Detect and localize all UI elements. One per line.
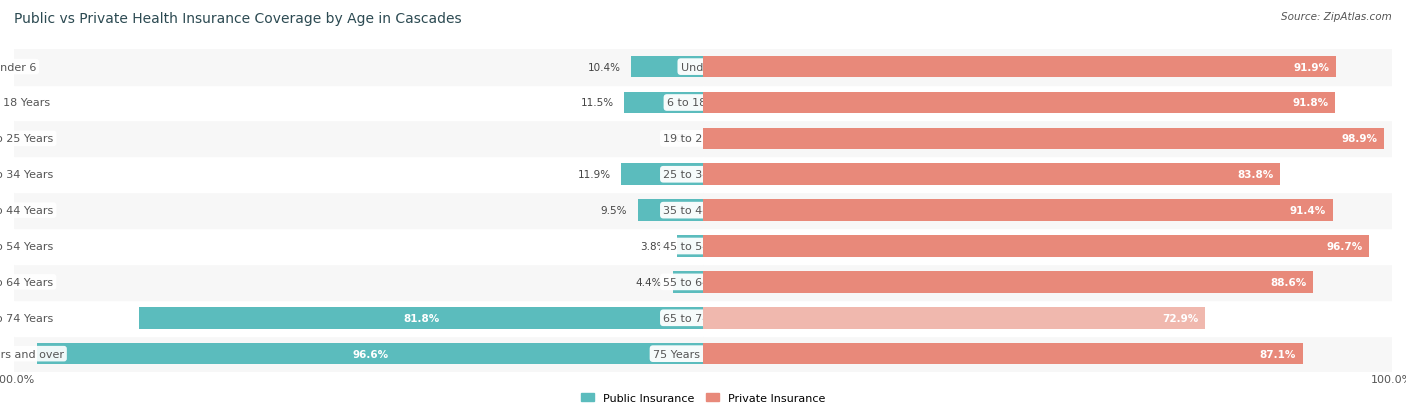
Text: Source: ZipAtlas.com: Source: ZipAtlas.com [1281, 12, 1392, 22]
Bar [621, 164, 703, 185]
Text: 75 Years and over: 75 Years and over [652, 349, 754, 359]
Text: 91.8%: 91.8% [1292, 98, 1329, 108]
Bar [14, 336, 703, 372]
Bar [14, 264, 703, 300]
Text: 91.4%: 91.4% [1289, 206, 1326, 216]
Text: 96.7%: 96.7% [1326, 242, 1362, 252]
Bar [703, 300, 1392, 336]
Text: 4.4%: 4.4% [636, 277, 662, 287]
Text: 65 to 74 Years: 65 to 74 Years [664, 313, 742, 323]
Text: 45 to 54 Years: 45 to 54 Years [664, 242, 742, 252]
Text: 98.9%: 98.9% [1341, 134, 1378, 144]
Bar [703, 200, 1333, 221]
Text: 87.1%: 87.1% [1260, 349, 1296, 359]
Bar [14, 50, 703, 85]
Bar [14, 228, 703, 264]
Bar [14, 193, 703, 228]
Text: Public vs Private Health Insurance Coverage by Age in Cascades: Public vs Private Health Insurance Cover… [14, 12, 461, 26]
Bar [676, 236, 703, 257]
Text: 83.8%: 83.8% [1237, 170, 1274, 180]
Bar [38, 343, 703, 365]
Text: 81.8%: 81.8% [404, 313, 439, 323]
Bar [703, 93, 1336, 114]
Bar [14, 157, 703, 193]
Text: 25 to 34 Years: 25 to 34 Years [0, 170, 53, 180]
Bar [703, 343, 1303, 365]
Text: 9.5%: 9.5% [600, 206, 627, 216]
Bar [703, 85, 1392, 121]
Text: 88.6%: 88.6% [1270, 277, 1306, 287]
Bar [14, 121, 703, 157]
Bar [139, 307, 703, 329]
Text: 35 to 44 Years: 35 to 44 Years [0, 206, 53, 216]
Bar [703, 336, 1392, 372]
Bar [624, 93, 703, 114]
Text: 19 to 25 Years: 19 to 25 Years [0, 134, 53, 144]
Text: 3.8%: 3.8% [640, 242, 666, 252]
Bar [703, 228, 1392, 264]
Text: 35 to 44 Years: 35 to 44 Years [664, 206, 742, 216]
Text: Under 6: Under 6 [0, 62, 37, 72]
Text: 91.9%: 91.9% [1294, 62, 1329, 72]
Text: 96.6%: 96.6% [352, 349, 388, 359]
Bar [703, 121, 1392, 157]
Bar [703, 193, 1392, 228]
Text: 10.4%: 10.4% [588, 62, 621, 72]
Bar [703, 271, 1313, 293]
Bar [631, 57, 703, 78]
Text: 72.9%: 72.9% [1163, 313, 1198, 323]
Text: 25 to 34 Years: 25 to 34 Years [664, 170, 742, 180]
Text: 0.0%: 0.0% [666, 134, 693, 144]
Bar [637, 200, 703, 221]
Text: 11.9%: 11.9% [578, 170, 610, 180]
Bar [703, 264, 1392, 300]
Bar [14, 300, 703, 336]
Text: 75 Years and over: 75 Years and over [0, 349, 65, 359]
Text: 45 to 54 Years: 45 to 54 Years [0, 242, 53, 252]
Text: 65 to 74 Years: 65 to 74 Years [0, 313, 53, 323]
Text: 55 to 64 Years: 55 to 64 Years [0, 277, 53, 287]
Bar [703, 164, 1281, 185]
Bar [703, 236, 1369, 257]
Bar [703, 50, 1392, 85]
Bar [14, 85, 703, 121]
Legend: Public Insurance, Private Insurance: Public Insurance, Private Insurance [576, 389, 830, 408]
Bar [703, 57, 1336, 78]
Bar [703, 128, 1385, 150]
Text: 19 to 25 Years: 19 to 25 Years [664, 134, 742, 144]
Bar [703, 307, 1205, 329]
Bar [703, 157, 1392, 193]
Text: 55 to 64 Years: 55 to 64 Years [664, 277, 742, 287]
Text: 6 to 18 Years: 6 to 18 Years [666, 98, 740, 108]
Bar [672, 271, 703, 293]
Text: 6 to 18 Years: 6 to 18 Years [0, 98, 51, 108]
Text: 11.5%: 11.5% [581, 98, 613, 108]
Text: Under 6: Under 6 [681, 62, 725, 72]
